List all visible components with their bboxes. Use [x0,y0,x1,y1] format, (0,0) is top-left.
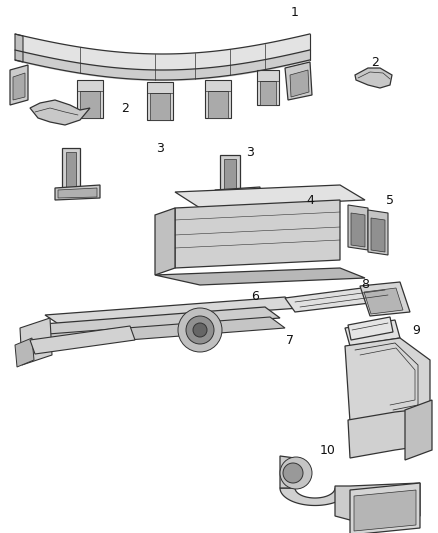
Polygon shape [35,317,285,346]
Polygon shape [175,200,340,268]
Polygon shape [350,483,420,533]
Polygon shape [30,100,90,125]
Polygon shape [155,208,175,275]
Polygon shape [257,70,279,105]
Polygon shape [13,73,25,100]
Polygon shape [58,188,97,198]
Polygon shape [280,456,295,488]
Polygon shape [345,320,400,346]
Polygon shape [10,65,28,105]
Polygon shape [155,268,365,285]
Circle shape [280,457,312,489]
Polygon shape [20,318,52,365]
Polygon shape [355,68,392,88]
Polygon shape [280,488,350,505]
Polygon shape [147,82,173,120]
Polygon shape [371,218,385,252]
Text: 3: 3 [246,147,254,159]
Polygon shape [45,297,300,325]
Polygon shape [348,205,368,250]
Polygon shape [368,210,388,255]
Polygon shape [55,185,100,200]
Circle shape [193,323,207,337]
Text: 7: 7 [286,334,294,346]
Polygon shape [348,408,430,458]
Circle shape [178,308,222,352]
Text: 1: 1 [291,5,299,19]
Polygon shape [80,91,100,118]
Polygon shape [215,187,260,202]
Polygon shape [205,80,231,118]
Circle shape [186,316,214,344]
Text: 8: 8 [361,279,369,292]
Polygon shape [175,185,365,208]
Circle shape [283,463,303,483]
Polygon shape [220,155,240,195]
Polygon shape [62,148,80,190]
Polygon shape [77,80,103,118]
Polygon shape [405,400,432,460]
Text: 9: 9 [412,324,420,336]
Polygon shape [354,490,416,531]
Polygon shape [30,307,280,336]
Polygon shape [208,91,228,118]
Polygon shape [66,152,76,188]
Text: 6: 6 [251,289,259,303]
Text: 4: 4 [306,193,314,206]
Text: 2: 2 [371,56,379,69]
Polygon shape [364,288,403,314]
Polygon shape [260,80,276,105]
Polygon shape [335,483,420,520]
Polygon shape [348,317,393,340]
Polygon shape [150,93,170,120]
Polygon shape [351,213,365,247]
Text: 2: 2 [121,101,129,115]
Polygon shape [30,326,135,354]
Polygon shape [290,70,309,97]
Polygon shape [360,282,410,316]
Polygon shape [285,285,395,312]
Text: 5: 5 [386,193,394,206]
Polygon shape [15,34,23,62]
Polygon shape [218,190,257,200]
Polygon shape [285,62,312,100]
Text: 10: 10 [320,443,336,456]
Polygon shape [15,338,34,367]
Text: 3: 3 [156,141,164,155]
Polygon shape [345,338,430,422]
Polygon shape [224,159,236,192]
